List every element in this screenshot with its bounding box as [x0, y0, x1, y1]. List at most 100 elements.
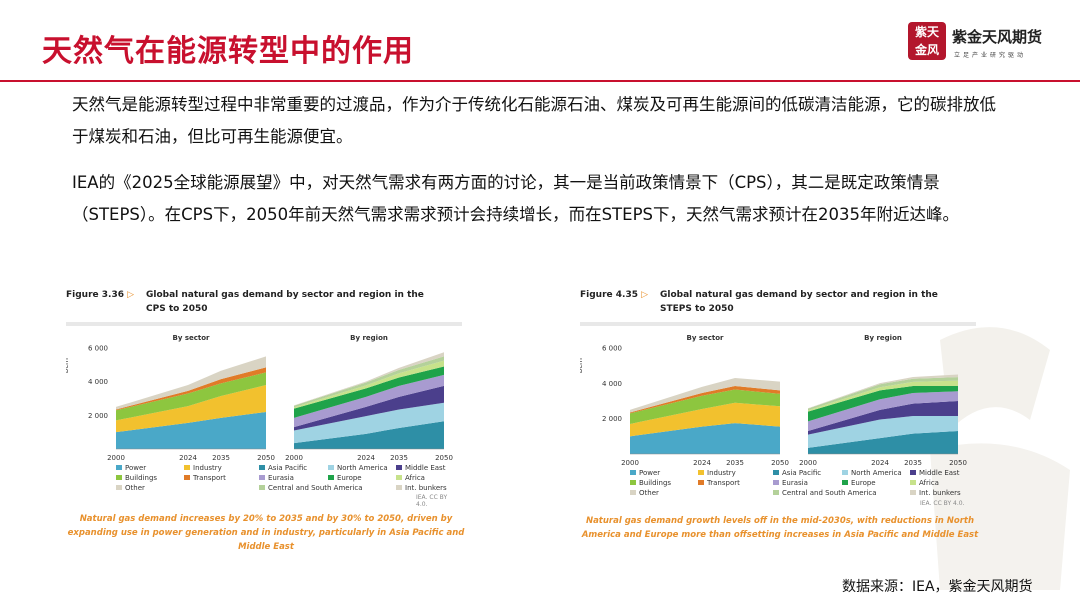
legend-entry: Africa [405, 474, 425, 482]
x-tick-label: 2024 [357, 454, 375, 462]
figure-title: Global natural gas demand by sector and … [660, 290, 938, 314]
figure-caption: Natural gas demand growth levels off in … [581, 516, 979, 540]
legend-entry: Power [125, 464, 146, 472]
legend-entry: Industry [707, 469, 736, 477]
brand-slogan: 立足产业研究驱动 [954, 52, 1027, 59]
legend-swatch [184, 465, 190, 470]
area-power [630, 423, 780, 454]
paragraph-intro: 天然气是能源转型过程中非常重要的过渡品，作为介于传统化石能源石油、煤炭及可再生能… [72, 95, 996, 146]
area-middle-east [294, 385, 444, 431]
area-europe [294, 366, 444, 418]
legend-entry: Africa [919, 479, 939, 487]
area-central-and-south-america [294, 356, 444, 408]
area-eurasia [808, 391, 958, 432]
area-europe [808, 385, 958, 422]
legend-entry: Other [125, 484, 145, 491]
figure-steps: Figure 4.35 ▷ Global natural gas demand … [580, 286, 978, 546]
legend-swatch [773, 480, 779, 485]
chart-steps: By sector bcm 2 000 4 000 6 000 2000 2024 2035 2… [580, 334, 967, 496]
legend-swatch [116, 465, 122, 470]
legend-swatch [396, 485, 402, 490]
legend-swatch [773, 470, 779, 475]
legend-swatch [184, 475, 190, 480]
area-africa [294, 360, 444, 409]
figure-number: Figure 3.36 ▷ [66, 290, 135, 300]
x-tick-label: 2050 [949, 459, 967, 467]
legend-swatch [328, 475, 334, 480]
legend-swatch [698, 480, 704, 485]
y-tick-label: 6 000 [88, 345, 108, 353]
legend-swatch [396, 465, 402, 470]
x-tick-label: 2050 [771, 459, 789, 467]
figure-caption: Natural gas demand increases by 20% to 2… [67, 514, 465, 552]
y-tick-label: 4 000 [602, 380, 622, 388]
seal-text: 紫天金风 [914, 25, 939, 57]
legend-entry: Asia Pacific [268, 464, 307, 472]
legend-entry: Transport [192, 474, 226, 482]
legend-entry: Central and South America [268, 484, 363, 491]
title-divider [0, 80, 1080, 82]
area-north-america [808, 416, 958, 448]
legend-entry: Eurasia [782, 479, 808, 487]
seal-icon: 紫天金风 [908, 22, 946, 60]
legend-swatch [773, 490, 779, 495]
legend-entry: North America [337, 464, 388, 472]
y-tick-label: 4 000 [88, 378, 108, 386]
legend-entry: Europe [851, 479, 876, 487]
legend-entry: Central and South America [782, 489, 877, 496]
area-buildings [630, 389, 780, 424]
brand-name: 紫金天风期货 [952, 28, 1043, 46]
area-transport [116, 367, 266, 411]
x-tick-label: 2024 [693, 459, 711, 467]
area-eurasia [294, 374, 444, 428]
area-power [116, 411, 266, 449]
area-central-and-south-america [808, 377, 958, 411]
area-other [630, 378, 780, 413]
watermark-graphic [930, 327, 1070, 590]
y-axis-label: bcm [66, 358, 70, 373]
legend-swatch [328, 465, 334, 470]
figure-title: Global natural gas demand by sector and … [146, 290, 424, 314]
area-industry [630, 402, 780, 437]
figure-divider [66, 322, 462, 326]
legend-swatch [910, 480, 916, 485]
chart-cps: By sector bcm 2 000 4 000 6 000 2000 2024 2035 2… [66, 334, 453, 491]
x-tick-label: 2000 [107, 454, 125, 462]
slide-title: 天然气在能源转型中的作用 [42, 34, 414, 69]
x-tick-label: 2035 [212, 454, 230, 462]
figure-divider [580, 322, 976, 326]
area-industry [116, 385, 266, 433]
y-axis-label: bcm [580, 358, 584, 373]
x-tick-label: 2024 [871, 459, 889, 467]
x-tick-label: 2000 [285, 454, 303, 462]
legend-entry: Transport [706, 479, 740, 487]
legend-entry: Int. bunkers [919, 489, 961, 496]
legend-entry: Buildings [639, 479, 671, 487]
legend-swatch [630, 470, 636, 475]
area-middle-east [808, 401, 958, 435]
legend-swatch [698, 470, 704, 475]
x-tick-label: 2035 [390, 454, 408, 462]
legend-swatch [630, 490, 636, 495]
figure-cps: Figure 3.36 ▷ Global natural gas demand … [66, 286, 464, 552]
legend-entry: Other [639, 489, 659, 496]
legend-entry: Power [639, 469, 660, 477]
area-asia-pacific [808, 431, 958, 454]
legend-swatch [396, 475, 402, 480]
x-tick-label: 2050 [435, 454, 453, 462]
legend-entry: Industry [193, 464, 222, 472]
legend-entry: Int. bunkers [405, 484, 447, 491]
x-tick-label: 2050 [257, 454, 275, 462]
legend-entry: Europe [337, 474, 362, 482]
legend-swatch [630, 480, 636, 485]
figure-credit: IEA. CC BY 4.0. [416, 494, 448, 508]
legend-entry: Middle East [919, 469, 960, 477]
x-tick-label: 2000 [621, 459, 639, 467]
panel-label: By sector [172, 334, 210, 342]
panel-label: By region [864, 334, 902, 342]
area-africa [808, 380, 958, 412]
y-tick-label: 2 000 [88, 412, 108, 420]
legend-swatch [842, 470, 848, 475]
panel-label: By sector [686, 334, 724, 342]
data-source: 数据来源：IEA，紫金天风期货 [842, 579, 1033, 595]
